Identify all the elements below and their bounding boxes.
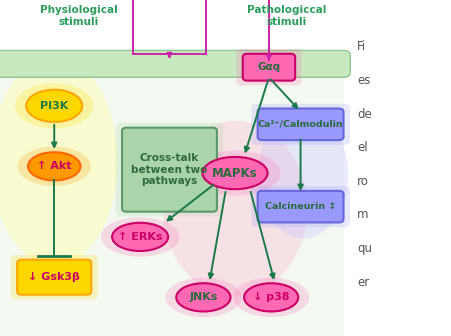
Text: ↑ ERKs: ↑ ERKs xyxy=(118,232,162,242)
Text: el: el xyxy=(356,141,367,154)
Text: m: m xyxy=(356,208,368,221)
FancyBboxPatch shape xyxy=(17,260,91,295)
Text: es: es xyxy=(356,74,370,87)
Ellipse shape xyxy=(202,157,267,189)
Text: MAPKs: MAPKs xyxy=(212,167,257,179)
Ellipse shape xyxy=(101,217,179,257)
Text: er: er xyxy=(356,276,368,289)
FancyBboxPatch shape xyxy=(242,54,295,81)
FancyBboxPatch shape xyxy=(122,128,216,212)
Ellipse shape xyxy=(15,83,93,128)
Ellipse shape xyxy=(244,283,298,311)
Text: ↓ p38: ↓ p38 xyxy=(253,292,289,302)
Ellipse shape xyxy=(233,278,308,317)
FancyBboxPatch shape xyxy=(0,50,350,77)
Ellipse shape xyxy=(257,111,347,239)
FancyBboxPatch shape xyxy=(251,186,349,227)
Ellipse shape xyxy=(26,90,82,122)
Text: ↓ Gsk3β: ↓ Gsk3β xyxy=(28,272,80,282)
FancyBboxPatch shape xyxy=(257,109,343,140)
Text: Physiological
stimuli: Physiological stimuli xyxy=(40,5,118,27)
Ellipse shape xyxy=(189,151,280,196)
Ellipse shape xyxy=(162,121,307,296)
Text: Ca²⁺/Calmodulin: Ca²⁺/Calmodulin xyxy=(257,120,343,129)
FancyBboxPatch shape xyxy=(257,191,343,222)
Text: Gαq: Gαq xyxy=(257,62,280,72)
Text: Pathologiccal
stimuli: Pathologiccal stimuli xyxy=(247,5,326,27)
Text: Cross-talk
between two
pathways: Cross-talk between two pathways xyxy=(131,153,207,186)
Text: de: de xyxy=(356,108,371,121)
Ellipse shape xyxy=(28,152,80,180)
Ellipse shape xyxy=(0,57,117,265)
Text: ro: ro xyxy=(356,175,368,188)
FancyBboxPatch shape xyxy=(236,49,301,85)
Text: Calcineurin ↕: Calcineurin ↕ xyxy=(264,202,336,211)
Text: qu: qu xyxy=(356,242,371,255)
Text: Fi: Fi xyxy=(356,40,365,53)
Text: PI3K: PI3K xyxy=(40,101,68,111)
FancyBboxPatch shape xyxy=(11,255,97,299)
Text: ↑ Akt: ↑ Akt xyxy=(37,161,71,171)
Text: JNKs: JNKs xyxy=(189,292,217,302)
Ellipse shape xyxy=(176,283,230,311)
FancyBboxPatch shape xyxy=(0,72,343,336)
FancyBboxPatch shape xyxy=(251,104,349,145)
Ellipse shape xyxy=(18,146,91,186)
Ellipse shape xyxy=(165,278,241,317)
FancyBboxPatch shape xyxy=(115,123,223,216)
Ellipse shape xyxy=(112,223,168,251)
